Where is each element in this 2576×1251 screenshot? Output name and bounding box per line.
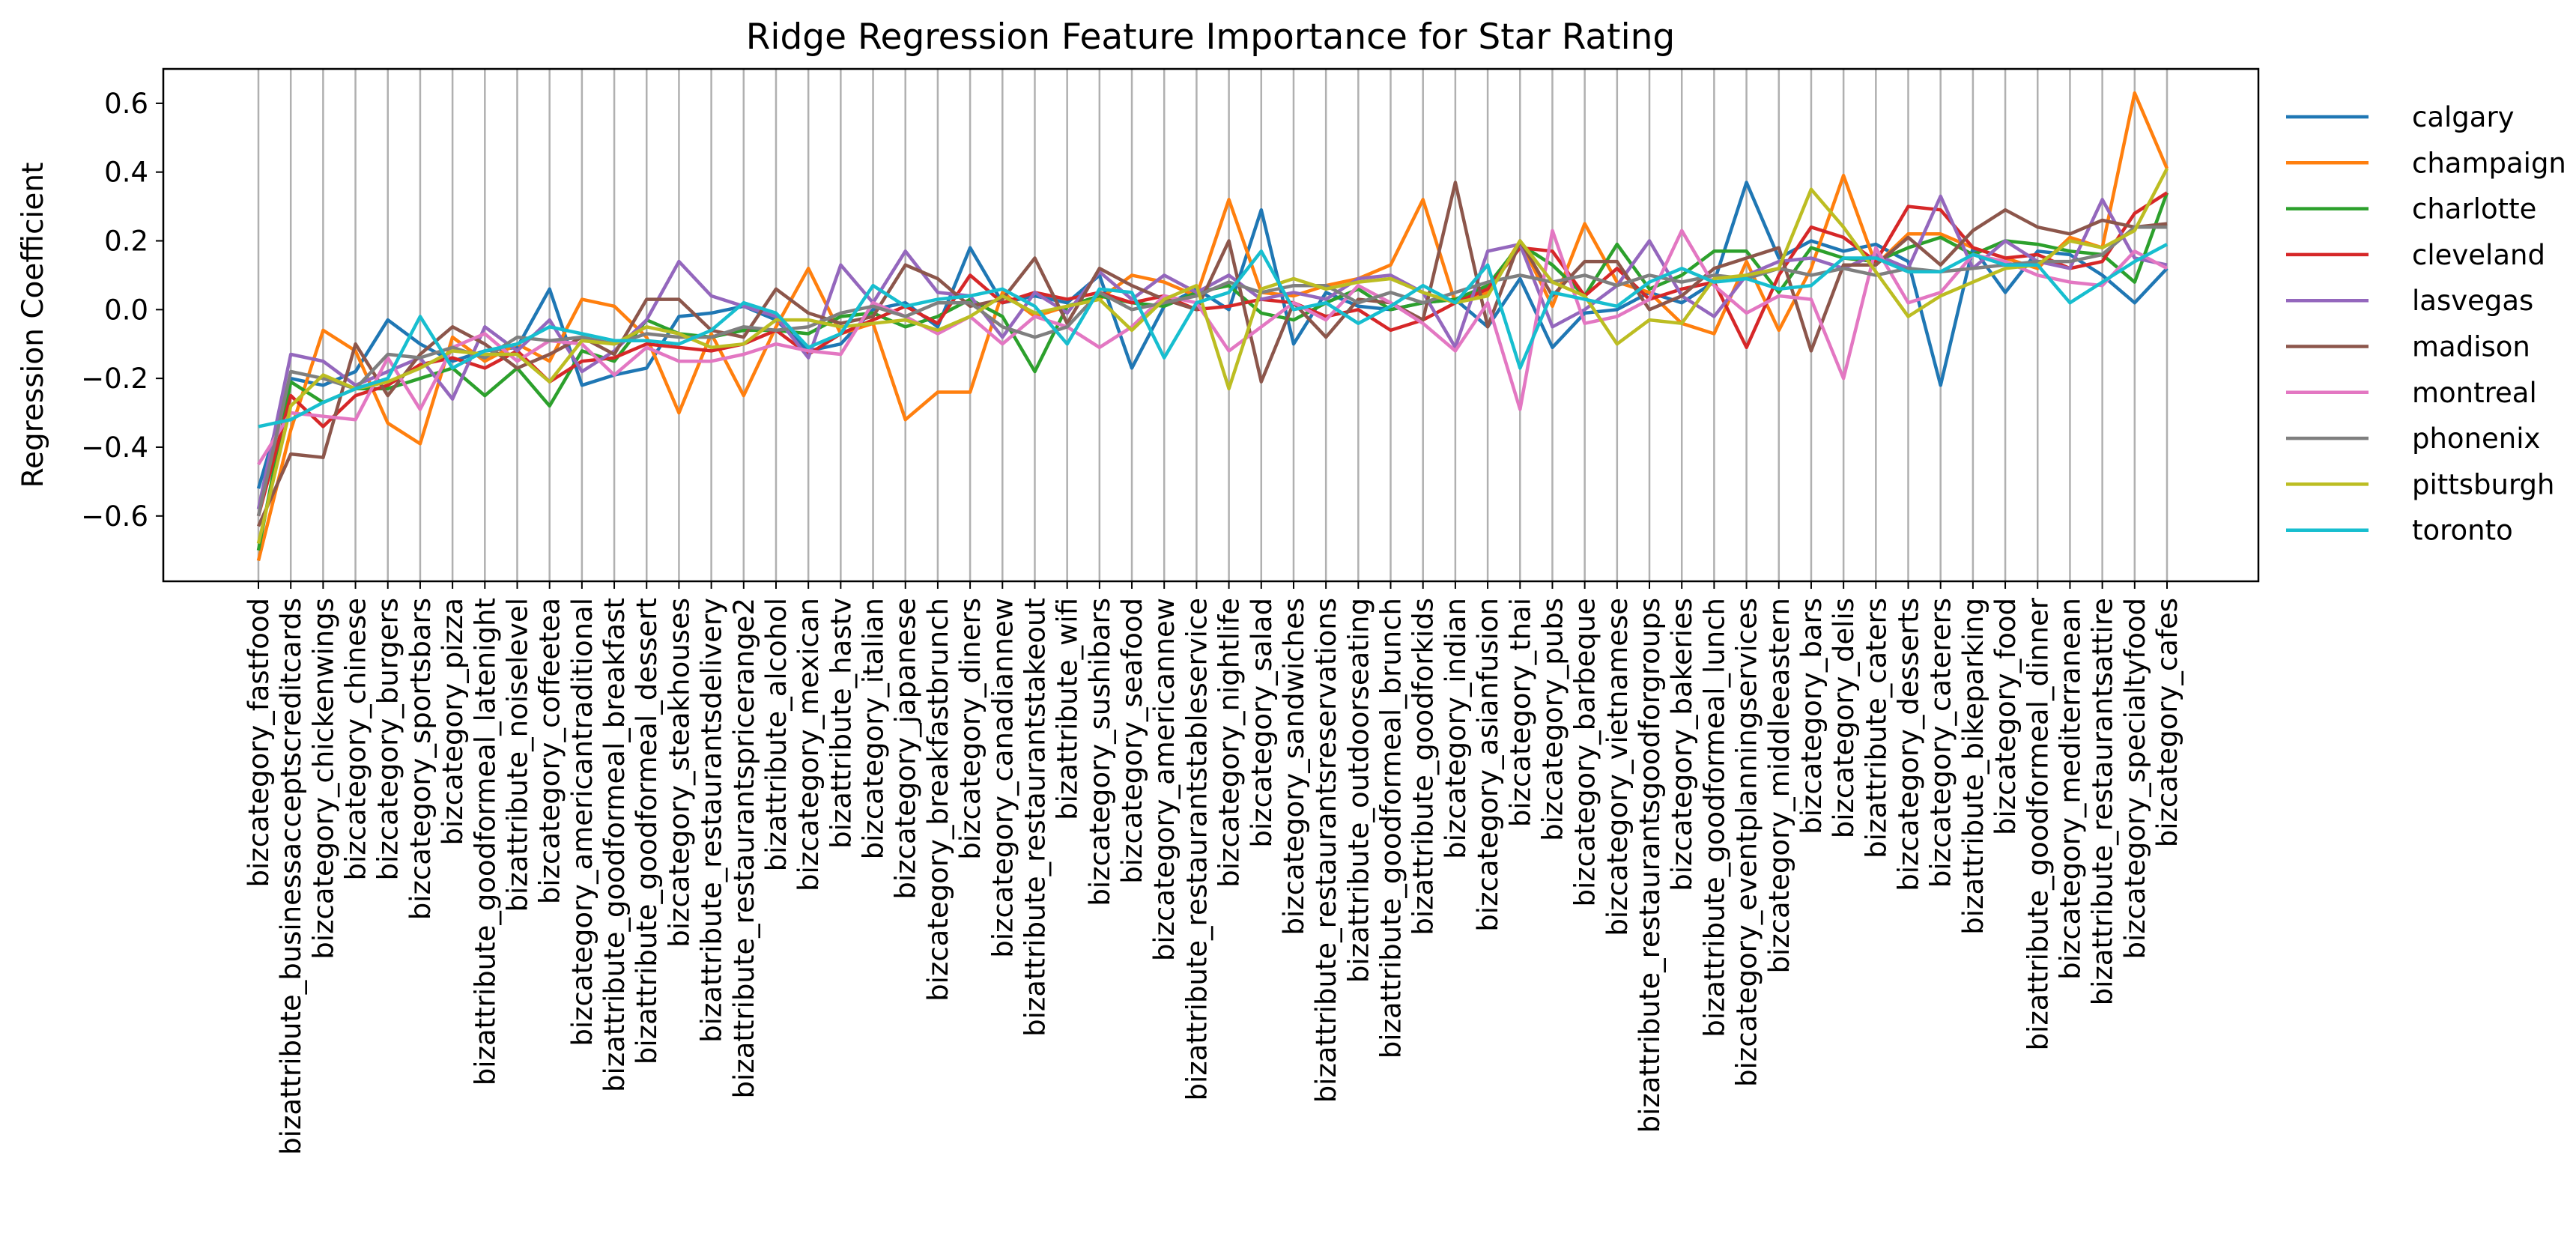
y-tick-label: 0.6	[104, 88, 148, 120]
legend-label-toronto: toronto	[2412, 515, 2513, 547]
x-tick-label: bizattribute_restaurantsdelivery	[696, 598, 728, 1043]
x-tick-label: bizcategory_pizza	[437, 598, 469, 846]
x-tick-label: bizcategory_cafes	[2151, 598, 2183, 847]
x-tick-label: bizattribute_restaurantstableservice	[1181, 598, 1213, 1101]
x-tick-label: bizattribute_alcohol	[760, 598, 793, 871]
y-axis-label: Regression Coefficient	[16, 163, 50, 488]
y-axis: −0.6 −0.4 −0.2 0.0 0.2 0.4 0.6	[81, 88, 163, 533]
x-tick-label: bizcategory_food	[1989, 598, 2022, 835]
legend-label-champaign: champaign	[2412, 147, 2566, 179]
grid-lines	[257, 69, 2169, 581]
x-tick-label: bizattribute_bikeparking	[1957, 598, 1989, 935]
x-tick-label: bizcategory_japanese	[890, 598, 922, 900]
plot-frame	[162, 67, 2260, 583]
x-tick-label: bizattribute_hastv	[825, 598, 857, 849]
x-tick-label: bizcategory_delis	[1828, 598, 1860, 838]
x-tick-label: bizcategory_mediterranean	[2054, 598, 2086, 980]
x-tick-label: bizcategory_chickenwings	[307, 598, 339, 960]
y-tick-label: −0.2	[81, 363, 148, 395]
x-tick-label: bizcategory_desserts	[1893, 598, 1925, 891]
x-tick-label: bizcategory_caterers	[1925, 598, 1957, 888]
x-tick-label: bizcategory_fastfood	[243, 598, 275, 887]
x-tick-label: bizattribute_goodformeal_dessert	[631, 598, 663, 1064]
x-tick-label: bizcategory_burgers	[372, 598, 404, 880]
x-tick-label: bizcategory_diners	[954, 598, 987, 860]
x-tick-label: bizcategory_sushibars	[1084, 598, 1116, 906]
series-line-madison	[256, 181, 2168, 527]
x-tick-label: bizcategory_sportsbars	[404, 598, 437, 920]
x-tick-label: bizattribute_restaurantspricerange2	[728, 598, 760, 1098]
x-tick-label: bizattribute_goodforkids	[1407, 598, 1440, 936]
x-tick-label: bizcategory_specialtyfood	[2119, 598, 2151, 960]
series-line-toronto	[258, 243, 2169, 428]
x-tick-label: bizattribute_businessacceptscreditcards	[275, 598, 307, 1155]
x-tick-label: bizcategory_canadiannew	[987, 598, 1019, 958]
x-tick-label: bizcategory_asianfusion	[1472, 598, 1504, 932]
legend-label-montreal: montreal	[2412, 377, 2537, 409]
y-tick-label: −0.6	[81, 500, 148, 533]
x-tick-label: bizcategory_italian	[858, 598, 890, 859]
x-tick-label: bizattribute_restaurantsreservations	[1310, 598, 1342, 1103]
legend-label-madison: madison	[2412, 331, 2530, 363]
chart-title: Ridge Regression Feature Importance for …	[746, 16, 1676, 58]
y-tick-label: 0.0	[104, 294, 148, 326]
x-tick-label: bizcategory_thai	[1504, 598, 1536, 827]
x-tick-label: bizcategory_americantraditional	[566, 598, 598, 1046]
series-line-phonenix	[256, 225, 2167, 517]
x-tick-label: bizcategory_barbeque	[1569, 598, 1601, 907]
x-tick-label: bizattribute_goodformeal_lunch	[1698, 598, 1730, 1038]
x-tick-label: bizcategory_eventplanningservices	[1731, 598, 1763, 1087]
x-axis: bizcategory_fastfood bizattribute_busines…	[243, 581, 2183, 1155]
legend-label-phonenix: phonenix	[2412, 422, 2540, 455]
y-tick-label: 0.2	[104, 225, 148, 258]
x-tick-label: bizattribute_noiselevel	[501, 598, 533, 912]
x-tick-label: bizcategory_steakhouses	[663, 598, 695, 948]
y-tick-label: 0.4	[104, 157, 148, 189]
x-tick-label: bizattribute_goodformeal_brunch	[1375, 598, 1407, 1058]
legend-label-calgary: calgary	[2412, 101, 2515, 133]
y-tick-label: −0.4	[81, 431, 148, 464]
x-tick-label: bizcategory_nightlife	[1213, 598, 1246, 888]
x-tick-label: bizattribute_caters	[1860, 598, 1892, 858]
x-tick-label: bizcategory_breakfastbrunch	[922, 598, 954, 1002]
x-tick-label: bizcategory_bakeries	[1666, 598, 1698, 891]
x-tick-label: bizattribute_restaurantsgoodforgroups	[1634, 598, 1666, 1133]
x-tick-label: bizattribute_goodformeal_dinner	[2022, 597, 2054, 1050]
legend-label-cleveland: cleveland	[2412, 239, 2545, 271]
x-tick-label: bizcategory_chinese	[340, 598, 372, 881]
x-tick-label: bizcategory_middleeastern	[1763, 598, 1795, 974]
series-line-pittsburgh	[256, 168, 2169, 545]
x-tick-label: bizattribute_goodformeal_latenight	[469, 598, 501, 1085]
legend: calgary champaign charlotte cleveland lasveg…	[2286, 101, 2566, 547]
x-tick-label: bizattribute_restaurantsattire	[2087, 598, 2119, 1005]
series-line-montreal	[257, 228, 2169, 466]
x-tick-label: bizattribute_wifi	[1052, 598, 1084, 820]
x-tick-label: bizattribute_goodformeal_breakfast	[598, 598, 631, 1092]
legend-label-charlotte: charlotte	[2412, 193, 2536, 225]
series-lines	[256, 91, 2169, 562]
x-tick-label: bizattribute_outdoorseating	[1342, 598, 1375, 983]
series-line-champaign	[256, 91, 2169, 562]
x-tick-label: bizcategory_vietnamese	[1601, 598, 1634, 936]
x-tick-label: bizcategory_sandwiches	[1278, 598, 1310, 935]
x-tick-label: bizcategory_mexican	[793, 598, 825, 891]
legend-label-lasvegas: lasvegas	[2412, 285, 2533, 317]
legend-label-pittsburgh: pittsburgh	[2412, 468, 2555, 500]
x-tick-label: bizattribute_restaurantstakeout	[1019, 598, 1051, 1037]
x-tick-label: bizcategory_coffeetea	[534, 598, 566, 904]
series-line-cleveland	[256, 191, 2169, 517]
x-tick-label: bizcategory_bars	[1795, 598, 1828, 834]
x-tick-label: bizcategory_salad	[1246, 598, 1278, 848]
x-tick-label: bizcategory_pubs	[1536, 598, 1569, 841]
x-tick-label: bizcategory_seafood	[1116, 598, 1148, 884]
x-tick-label: bizcategory_americannew	[1148, 598, 1181, 961]
x-tick-label: bizcategory_indian	[1440, 598, 1472, 859]
